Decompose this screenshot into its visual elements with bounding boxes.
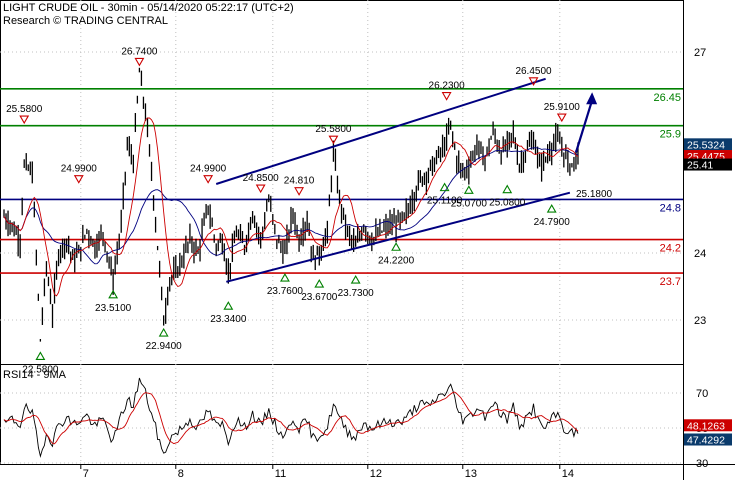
support-marker	[350, 274, 361, 284]
support-marker	[439, 182, 450, 192]
rsi-tag-label: 47.4292	[687, 434, 725, 446]
price-tag-box	[684, 158, 732, 171]
rsi-panel-title: RSI14 - 9MA	[3, 369, 67, 381]
marker-label: 26.2300	[429, 81, 466, 92]
resistance-marker	[528, 77, 539, 86]
marker-label: 25.5800	[315, 124, 352, 135]
moving-averages	[3, 117, 579, 297]
chart-title: LIGHT CRUDE OIL - 30min - 05/14/2020 05:…	[3, 2, 294, 14]
resistance-marker	[441, 92, 452, 101]
price-tick-label: 27	[694, 47, 706, 59]
support-marker	[158, 327, 169, 337]
marker-label: 24.7900	[534, 217, 571, 228]
main-grid	[0, 0, 683, 364]
price-tick-label: 24	[694, 248, 706, 260]
time-tick-label: 7	[83, 468, 89, 480]
support-marker	[546, 203, 557, 213]
support-marker	[463, 185, 474, 194]
ma-slow-line	[3, 147, 579, 265]
projection-arrow-head	[586, 92, 598, 105]
chart-subtitle: Research © TRADING CENTRAL	[3, 15, 168, 27]
marker-label: 26.7400	[121, 46, 158, 57]
price-tag-box	[684, 138, 732, 151]
resistance-marker	[328, 135, 339, 145]
support-marker	[108, 289, 119, 299]
marker-label: 24.9900	[61, 164, 98, 175]
marker-label: 24.9900	[190, 164, 227, 175]
price-series	[3, 67, 579, 342]
support-marker	[223, 301, 234, 310]
rsi-ma-line	[3, 391, 579, 445]
time-axis-labels: 7 8 11 12 13 14	[80, 464, 574, 480]
rsi-tag-label: 48.1263	[687, 420, 725, 432]
price-tag-label: 25.41	[687, 160, 713, 172]
rsi-grid	[0, 364, 683, 464]
price-tick-label: 23	[694, 315, 706, 327]
marker-label: 24.810	[284, 176, 315, 187]
level-label: 24.8	[660, 202, 681, 214]
marker-label: 25.0800	[489, 198, 526, 209]
rsi-tick-label: 70	[696, 388, 708, 400]
rsi-panel-frame	[0, 364, 684, 465]
support-marker	[314, 279, 325, 288]
support-marker	[391, 242, 402, 251]
marker-label: 24.2200	[378, 255, 415, 266]
level-label: 26.45	[653, 92, 681, 104]
resistance-marker	[134, 57, 145, 67]
ma-fast-line	[3, 117, 579, 297]
marker-label: 23.7600	[267, 286, 304, 297]
marker-label: 24.8500	[243, 173, 280, 184]
marker-label: 25.1800	[576, 189, 613, 200]
time-tick-label: 8	[178, 468, 184, 480]
resistance-marker	[556, 113, 567, 123]
marker-label: 25.1100	[427, 196, 463, 207]
projection-arrow-shaft	[574, 99, 594, 153]
rsi-tag-box	[684, 433, 732, 446]
rsi-line	[3, 377, 579, 458]
level-label: 25.9	[660, 129, 681, 141]
level-label: 23.7	[660, 276, 681, 288]
marker-label: 25.0700	[451, 198, 488, 209]
support-marker	[35, 351, 46, 361]
resistance-marker	[73, 175, 84, 184]
marker-label: 23.6700	[301, 292, 338, 303]
time-tick-label: 13	[465, 468, 477, 480]
price-tag-label: 25.5324	[687, 139, 725, 151]
marker-label: 26.4500	[515, 66, 552, 77]
marker-label: 22.5800	[22, 364, 59, 375]
marker-label: 25.5800	[6, 104, 43, 115]
level-label: 24.2	[660, 243, 681, 255]
time-tick-label: 14	[562, 468, 574, 480]
marker-label: 23.3400	[210, 314, 247, 325]
channel-line	[226, 191, 571, 283]
marker-label: 22.9400	[146, 341, 183, 352]
support-marker	[279, 272, 290, 282]
resistance-marker	[203, 175, 214, 184]
rsi-tick-label: 30	[696, 458, 708, 470]
resistance-marker	[19, 115, 30, 125]
support-marker	[502, 184, 513, 194]
channel-line	[215, 77, 546, 185]
resistance-marker	[255, 184, 266, 194]
swing-markers: 25.5800 22.5800 24.9900 23.5100 26.7400 22.94…	[6, 46, 612, 375]
marker-label: 23.7300	[338, 288, 375, 299]
marker-label: 23.5100	[95, 303, 132, 314]
time-tick-label: 11	[275, 468, 286, 480]
time-tick-label: 12	[370, 468, 382, 480]
trend-channel	[215, 77, 598, 283]
rsi-tag-box	[684, 419, 732, 432]
resistance-marker	[294, 187, 305, 196]
marker-label: 25.9100	[544, 102, 581, 113]
